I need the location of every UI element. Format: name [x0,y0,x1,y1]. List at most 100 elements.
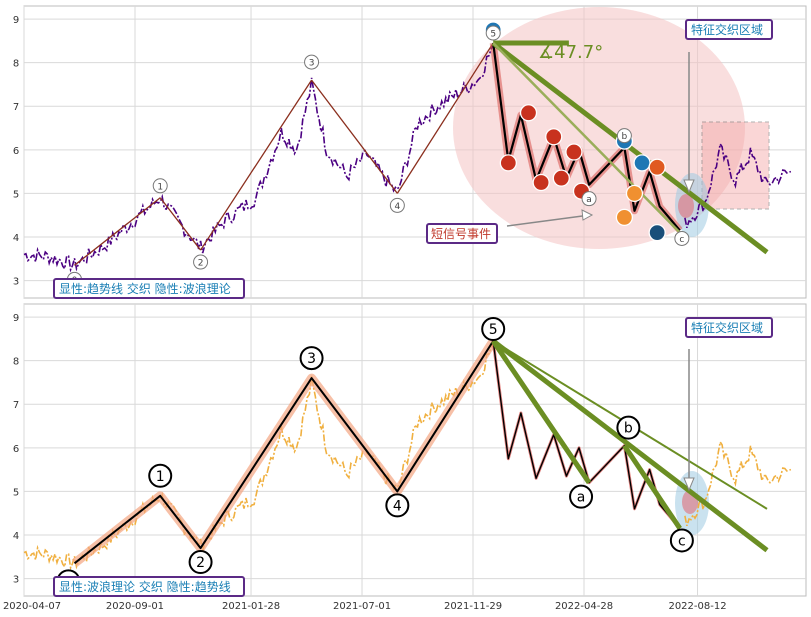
top-trend-lines [491,40,769,255]
top-wave-labels: 012345abc [66,25,690,287]
wave-label-circle [674,230,690,246]
x-tick-label: 2020-04-07 [3,601,61,612]
wave-label-circle [616,415,641,440]
wave-segment [311,79,398,194]
x-tick-label: 2020-09-01 [106,601,164,612]
signal-marker [648,223,666,242]
price-line-tail [684,141,792,229]
wave-label-text: 2 [198,259,204,269]
y-tick-label: 7 [13,102,19,113]
wave-label-text: b [624,421,633,437]
signal-marker [633,154,651,172]
top-feature-box: 特征交织区域 [685,19,773,40]
x-tick-label: 2022-08-12 [668,601,726,612]
bottom-y-ticks: 3 4 5 6 7 8 9 [13,313,19,585]
bottom-legend-text: 显性:波浪理论 交织 隐性:趋势线 [59,579,231,594]
x-tick-label: 2021-11-29 [444,601,502,612]
top-legend-box: 显性:趋势线 交织 隐性:波浪理论 [53,278,245,299]
note-text: 短信号事件 [431,227,491,241]
y-tick-label: 3 [13,277,19,288]
wave-label-text: 4 [393,498,402,514]
signal-marker [532,173,550,192]
y-tick-label: 4 [13,531,19,542]
y-tick-label: 8 [13,357,19,368]
x-tick-label: 2021-01-28 [222,601,280,612]
wave-label-text: 4 [394,202,400,212]
x-tick-label: 2022-04-28 [555,601,613,612]
wave-segment [159,197,202,251]
bottom-legend-box: 显性:波浪理论 交织 隐性:趋势线 [53,576,245,597]
signal-marker [552,169,570,187]
signal-marker [648,158,666,176]
trend-secondary [492,42,681,234]
top-feature-text: 特征交织区域 [691,22,763,37]
bottom-feature-text: 特征交织区域 [691,320,763,335]
wave-label-text: a [586,195,592,205]
y-tick-label: 6 [13,444,19,455]
top-legend-text: 显性:趋势线 交织 隐性:波浪理论 [59,281,231,296]
wave-line [73,340,495,565]
trend-main [491,41,769,255]
bottom-feature-box: 特征交织区域 [685,317,773,338]
trend-a [491,339,592,485]
wave-label-text: 5 [489,322,498,338]
y-tick-label: 9 [13,15,19,26]
y-tick-label: 9 [13,313,19,324]
y-tick-label: 6 [13,146,19,157]
wave-label-text: 3 [309,59,315,69]
wave-label-circle [616,128,632,144]
wave-label-text: b [622,132,628,142]
feature-arrowhead [683,179,695,194]
wave-segment [74,197,161,266]
note-arrowhead [581,209,594,221]
wave-label-text: 2 [196,555,205,571]
wave-label-circle [389,197,405,213]
y-tick-label: 4 [13,233,19,244]
feature-arrowhead [683,477,695,492]
signal-marker [499,154,517,172]
wave-label-circle [299,346,324,371]
wave-label-text: 3 [307,351,316,367]
trend-main [491,339,769,553]
y-tick-label: 5 [13,487,19,498]
signal-marker [565,143,583,161]
y-tick-label: 3 [13,575,19,586]
bottom-price-series [23,342,792,571]
wave-segment [200,79,313,251]
wave-label-text: 5 [490,30,496,40]
focus-core [678,194,694,218]
wave-label-text: c [679,235,684,245]
angle-label: ∡47.7° [538,42,603,63]
wave-label-circle [152,178,168,194]
x-axis-ticks: 2020-04-07 2020-09-01 2021-01-28 2021-07-01… [3,601,727,612]
signal-marker [545,128,563,146]
wave-segment [396,42,494,194]
top-price-series [23,44,792,273]
wave-label-text: a [577,490,586,506]
top-y-ticks: 3 4 5 6 7 8 9 [13,15,19,287]
y-tick-label: 8 [13,59,19,70]
wave-label-circle [188,550,213,575]
wave-label-circle [569,484,594,509]
wave-label-circle [193,254,209,270]
y-tick-label: 5 [13,189,19,200]
x-tick-label: 2021-07-01 [333,601,391,612]
wave-label-text: c [678,533,686,549]
feature-rect [701,121,770,210]
zigzag-line [492,340,681,529]
bottom-wave-labels: 012345abc [56,317,694,594]
signal-marker [519,104,538,122]
note-box: 短信号事件 [426,223,498,244]
signal-marker [615,208,634,227]
y-tick-label: 7 [13,400,19,411]
trend-c [622,444,682,530]
bottom-wave-lines [71,338,682,567]
wave-label-circle [485,25,501,41]
price-line-tail [684,439,792,527]
wave-label-text: 1 [156,469,165,485]
signal-marker [625,184,644,203]
note-arrow [506,214,591,227]
